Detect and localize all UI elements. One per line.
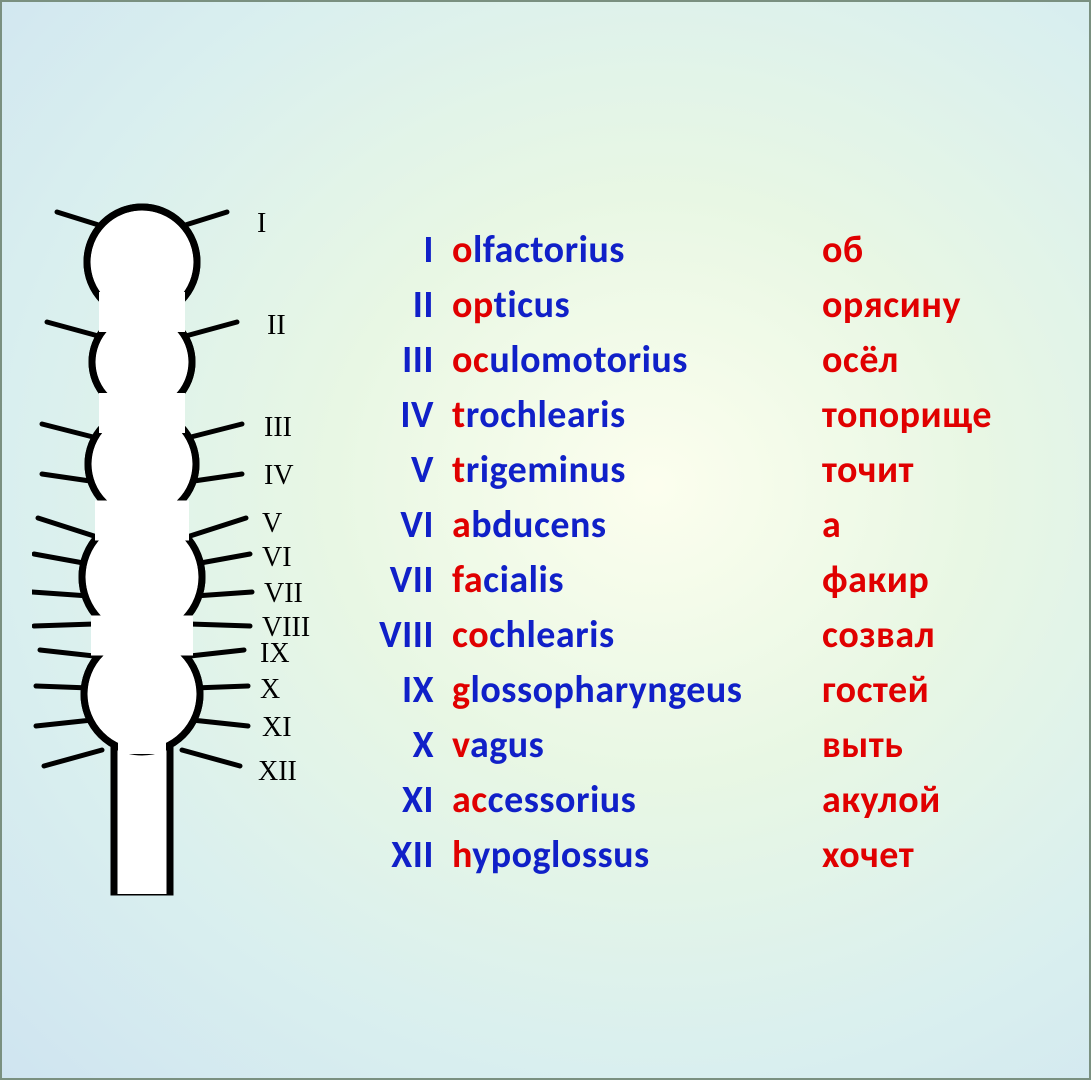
roman-numeral: III: [372, 337, 452, 383]
roman-numeral: VI: [372, 502, 452, 548]
mnemonic-word: точит: [822, 447, 1052, 493]
nerve-row: XIIhypoglossusхочет: [372, 832, 1072, 887]
latin-name: olfactorius: [452, 227, 822, 273]
brainstem-diagram: IIIIIIIVVVIVIIVIIIIXXXIXII: [32, 202, 362, 902]
roman-numeral: XI: [372, 777, 452, 823]
roman-numeral: IV: [372, 392, 452, 438]
nerve-row: Iolfactoriusоб: [372, 227, 1072, 282]
nerve-row: VIIfacialisфакир: [372, 557, 1072, 612]
latin-rest: chlearis: [489, 612, 615, 658]
latin-prefix: t: [452, 392, 466, 438]
latin-rest: rigeminus: [466, 447, 626, 493]
latin-rest: ticus: [494, 282, 570, 328]
diagram-label: IX: [260, 638, 290, 670]
latin-prefix: oc: [452, 337, 489, 383]
latin-prefix: t: [452, 447, 466, 493]
latin-rest: cessorius: [488, 777, 637, 823]
nerve-row: VIIIcochlearisсозвал: [372, 612, 1072, 667]
roman-numeral: V: [372, 447, 452, 493]
latin-prefix: v: [452, 722, 470, 768]
latin-name: trigeminus: [452, 447, 822, 493]
nerve-row: IIIoculomotoriusосёл: [372, 337, 1072, 392]
latin-prefix: h: [452, 832, 472, 878]
roman-numeral: VII: [372, 557, 452, 603]
nerve-row: VIabducensа: [372, 502, 1072, 557]
latin-prefix: g: [452, 667, 471, 713]
mnemonic-word: топорище: [822, 392, 1052, 438]
nerve-row: Vtrigeminusточит: [372, 447, 1072, 502]
roman-numeral: II: [372, 282, 452, 328]
latin-name: oculomotorius: [452, 337, 822, 383]
diagram-label: VI: [262, 542, 292, 574]
latin-rest: bducens: [471, 502, 606, 548]
mnemonic-word: созвал: [822, 612, 1052, 658]
latin-name: vagus: [452, 722, 822, 768]
roman-numeral: IX: [372, 667, 452, 713]
roman-numeral: I: [372, 227, 452, 273]
roman-numeral: VIII: [372, 612, 452, 658]
latin-rest: lfactorius: [473, 227, 625, 273]
roman-numeral: XII: [372, 832, 452, 878]
latin-name: trochlearis: [452, 392, 822, 438]
diagram-label: IV: [264, 460, 294, 492]
latin-prefix: o: [452, 227, 473, 273]
diagram-label: I: [257, 208, 266, 240]
mnemonic-word: а: [822, 502, 1052, 548]
mnemonic-word: об: [822, 227, 1052, 273]
diagram-label: VII: [264, 578, 303, 610]
latin-rest: cialis: [483, 557, 564, 603]
brainstem-svg: [32, 202, 362, 902]
latin-name: cochlearis: [452, 612, 822, 658]
latin-rest: rochlearis: [466, 392, 626, 438]
mnemonic-word: хочет: [822, 832, 1052, 878]
latin-prefix: ac: [452, 777, 488, 823]
nerve-row: XIaccessoriusакулой: [372, 777, 1072, 832]
latin-name: hypoglossus: [452, 832, 822, 878]
latin-name: opticus: [452, 282, 822, 328]
mnemonic-word: осёл: [822, 337, 1052, 383]
diagram-label: II: [267, 310, 286, 342]
diagram-label: III: [264, 412, 292, 444]
latin-name: accessorius: [452, 777, 822, 823]
latin-rest: agus: [470, 722, 544, 768]
latin-rest: lossopharyngeus: [471, 667, 743, 713]
nerve-row: Xvagusвыть: [372, 722, 1072, 777]
nerve-row: IIopticusорясину: [372, 282, 1072, 337]
diagram-label: V: [262, 508, 282, 540]
latin-prefix: fa: [452, 557, 483, 603]
diagram-label: X: [260, 674, 280, 706]
latin-name: glossopharyngeus: [452, 667, 822, 713]
latin-prefix: op: [452, 282, 494, 328]
mnemonic-word: орясину: [822, 282, 1052, 328]
latin-rest: ypoglossus: [472, 832, 649, 878]
latin-rest: ulomotorius: [489, 337, 688, 383]
cranial-nerves-table: IolfactoriusобIIopticusорясинуIIIoculomo…: [372, 227, 1072, 887]
diagram-label: XII: [258, 756, 297, 788]
latin-prefix: a: [452, 502, 471, 548]
mnemonic-word: факир: [822, 557, 1052, 603]
mnemonic-word: акулой: [822, 777, 1052, 823]
latin-prefix: co: [452, 612, 489, 658]
mnemonic-word: выть: [822, 722, 1052, 768]
nerve-row: IVtrochlearisтопорище: [372, 392, 1072, 447]
mnemonic-word: гостей: [822, 667, 1052, 713]
latin-name: facialis: [452, 557, 822, 603]
latin-name: abducens: [452, 502, 822, 548]
roman-numeral: X: [372, 722, 452, 768]
nerve-row: IXglossopharyngeusгостей: [372, 667, 1072, 722]
diagram-label: XI: [262, 712, 292, 744]
